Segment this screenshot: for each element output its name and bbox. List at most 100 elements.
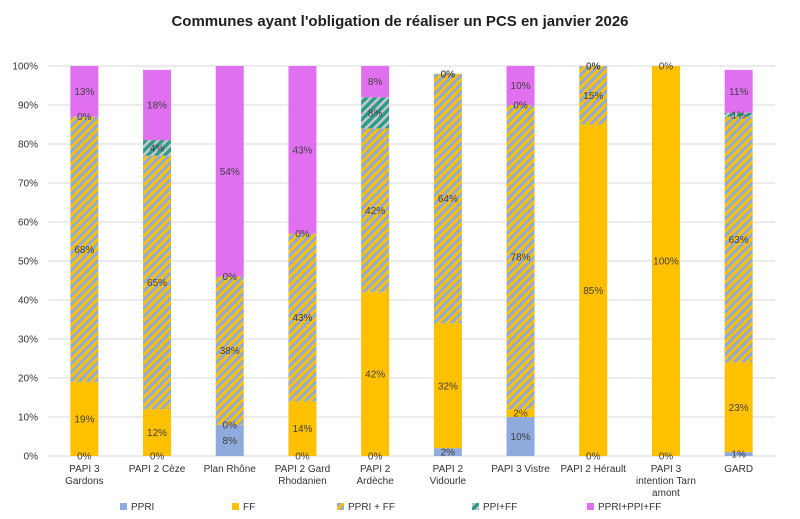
y-tick-label: 60% — [18, 218, 38, 229]
category-label: PAPI 3 — [69, 464, 100, 475]
chart-title: Communes ayant l'obligation de réaliser … — [171, 13, 628, 30]
category-label: PAPI 3 — [651, 464, 682, 475]
data-label: 43% — [292, 145, 312, 156]
data-label: 0% — [223, 420, 238, 431]
data-label: 0% — [150, 452, 165, 463]
data-label: 54% — [220, 167, 240, 178]
data-label: 11% — [729, 87, 748, 98]
data-label: 38% — [220, 346, 240, 357]
data-label: 0% — [586, 62, 601, 73]
y-tick-label: 20% — [18, 374, 38, 385]
bar-segment — [143, 155, 172, 410]
data-label: 0% — [659, 62, 674, 73]
bar-segment — [361, 128, 390, 293]
data-label: 0% — [586, 452, 601, 463]
category-label: Vidourle — [430, 476, 467, 487]
legend-swatch — [337, 503, 344, 510]
data-label: 32% — [438, 381, 458, 392]
y-tick-label: 30% — [18, 335, 38, 346]
data-label: 0% — [295, 229, 310, 240]
bar-segment — [143, 409, 172, 456]
bar-segment — [288, 66, 317, 234]
data-label: 8% — [368, 77, 383, 88]
category-label: PAPI 2 Hérault — [561, 464, 627, 475]
bar-segment — [288, 233, 317, 402]
bar-segment — [506, 409, 535, 417]
bar-segment — [288, 401, 317, 456]
data-label: 10% — [511, 81, 531, 92]
bar-segment — [724, 69, 753, 113]
data-label: 4% — [150, 143, 165, 154]
category-label: PAPI 2 Cèze — [129, 464, 186, 475]
legend-label: PPRI — [131, 502, 154, 513]
data-label: 2% — [441, 448, 456, 459]
category-label: PAPI 2 — [433, 464, 464, 475]
bar-segment — [143, 69, 172, 141]
category-label: PAPI 2 — [360, 464, 391, 475]
data-label: 13% — [74, 87, 94, 98]
category-label: Gardons — [65, 476, 103, 487]
bar-segment — [361, 97, 390, 129]
data-label: 63% — [729, 235, 749, 246]
bar-segment — [215, 424, 244, 456]
data-label: 65% — [147, 278, 167, 289]
bar-segment — [215, 276, 244, 425]
y-tick-label: 10% — [18, 413, 38, 424]
data-label: 8% — [368, 108, 383, 119]
category-label: Rhodanien — [278, 476, 326, 487]
bar-segment — [579, 66, 608, 125]
bar-segment — [506, 66, 535, 105]
legend-swatch — [120, 503, 127, 510]
y-tick-label: 80% — [18, 140, 38, 151]
y-tick-label: 0% — [24, 452, 39, 463]
data-label: 85% — [583, 286, 603, 297]
data-label: 42% — [365, 206, 385, 217]
data-label: 0% — [223, 272, 238, 283]
data-label: 100% — [653, 257, 679, 268]
data-label: 0% — [441, 69, 456, 80]
bar-segment — [506, 105, 535, 410]
bar-segment — [724, 116, 753, 363]
legend-swatch — [232, 503, 239, 510]
data-label: 19% — [74, 414, 94, 425]
bar-segment — [433, 323, 462, 449]
bar-segment — [724, 112, 753, 117]
bar-segment — [506, 417, 535, 456]
data-label: 68% — [74, 245, 94, 256]
data-label: 43% — [292, 313, 312, 324]
y-tick-label: 100% — [12, 62, 38, 73]
data-label: 0% — [368, 452, 383, 463]
bar-segment — [70, 381, 99, 456]
bar-segment — [143, 140, 172, 156]
bar-segment — [70, 66, 99, 117]
y-tick-label: 70% — [18, 179, 38, 190]
category-label: intention Tarn — [636, 476, 696, 487]
data-label: 10% — [511, 432, 531, 443]
data-label: 1% — [731, 110, 746, 121]
data-label: 42% — [365, 370, 385, 381]
data-label: 23% — [729, 403, 749, 414]
bar-segment — [70, 116, 99, 382]
data-label: 0% — [659, 452, 674, 463]
legend-label: FF — [243, 502, 255, 513]
data-label: 8% — [223, 436, 238, 447]
category-label: PAPI 3 Vistre — [491, 464, 550, 475]
bar-segment — [215, 66, 244, 277]
category-label: Plan Rhône — [204, 464, 257, 475]
data-label: 1% — [731, 450, 746, 461]
data-label: 64% — [438, 194, 458, 205]
bar-segment — [651, 66, 680, 456]
bar-segment — [433, 448, 462, 456]
legend-label: PPRI+PPI+FF — [598, 502, 661, 513]
data-label: 14% — [292, 424, 312, 435]
bar-segment — [433, 73, 462, 324]
data-label: 0% — [513, 101, 528, 112]
bar-segment — [361, 292, 390, 456]
bar-segment — [724, 452, 753, 456]
data-label: 18% — [147, 101, 167, 112]
data-label: 0% — [77, 112, 92, 123]
legend-label: PPI+FF — [483, 502, 517, 513]
category-label: amont — [652, 488, 680, 499]
category-label: GARD — [724, 464, 753, 475]
